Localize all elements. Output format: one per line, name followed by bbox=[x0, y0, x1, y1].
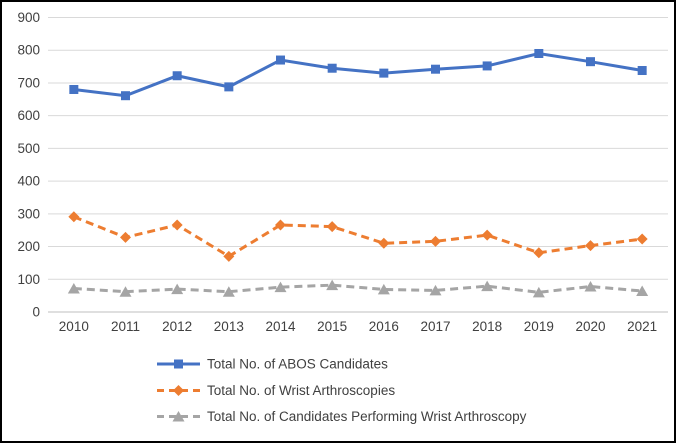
data-point-marker bbox=[67, 282, 80, 294]
data-point-marker bbox=[584, 280, 597, 292]
x-axis-tick-label: 2014 bbox=[265, 319, 296, 334]
data-point-marker bbox=[326, 221, 338, 233]
legend-marker-icon bbox=[172, 411, 185, 422]
series-line bbox=[73, 215, 643, 259]
x-axis-tick-label: 2019 bbox=[524, 319, 554, 334]
data-point-marker bbox=[377, 283, 390, 295]
data-point-marker bbox=[68, 211, 80, 223]
y-axis-tick-label: 500 bbox=[17, 141, 40, 156]
data-point-marker bbox=[586, 57, 595, 67]
data-point-marker bbox=[637, 66, 647, 76]
data-point-marker bbox=[223, 250, 235, 262]
data-point-marker bbox=[275, 219, 286, 231]
data-point-marker bbox=[326, 279, 339, 291]
x-axis-tick-label: 2017 bbox=[420, 319, 450, 334]
data-point-marker bbox=[534, 48, 544, 58]
x-axis-tick-label: 2021 bbox=[627, 319, 657, 334]
x-axis-tick-label: 2013 bbox=[214, 319, 244, 334]
legend-marker-icon bbox=[173, 385, 184, 396]
y-axis-tick-label: 900 bbox=[17, 10, 40, 25]
y-axis-tick-label: 400 bbox=[17, 174, 40, 189]
data-point-marker bbox=[429, 284, 442, 296]
legend-label: Total No. of ABOS Candidates bbox=[207, 357, 388, 372]
data-point-marker bbox=[121, 91, 130, 101]
data-point-marker bbox=[636, 285, 649, 297]
series-line bbox=[73, 283, 643, 294]
data-point-marker bbox=[119, 286, 132, 297]
y-axis-tick-label: 300 bbox=[17, 206, 40, 221]
x-axis-tick-label: 2016 bbox=[369, 319, 399, 334]
y-axis-tick-label: 800 bbox=[17, 43, 40, 58]
data-point-marker bbox=[327, 63, 337, 73]
data-point-marker bbox=[171, 283, 184, 295]
data-point-marker bbox=[533, 247, 545, 259]
series-line bbox=[73, 51, 643, 98]
y-axis-tick-label: 100 bbox=[17, 272, 40, 287]
data-point-marker bbox=[172, 71, 182, 81]
data-point-marker bbox=[276, 55, 285, 65]
data-point-marker bbox=[636, 233, 648, 245]
y-axis-tick-label: 700 bbox=[17, 75, 40, 90]
y-axis-tick-label: 0 bbox=[32, 305, 40, 320]
x-axis-tick-label: 2018 bbox=[472, 319, 502, 334]
data-point-marker bbox=[481, 280, 494, 292]
data-point-marker bbox=[532, 286, 545, 298]
legend-label: Total No. of Candidates Performing Wrist… bbox=[207, 409, 527, 424]
legend-label: Total No. of Wrist Arthroscopies bbox=[207, 383, 395, 398]
x-axis-tick-label: 2015 bbox=[317, 319, 347, 334]
y-axis-tick-label: 600 bbox=[17, 108, 40, 123]
x-axis-tick-label: 2020 bbox=[575, 319, 605, 334]
x-axis-tick-label: 2012 bbox=[162, 319, 192, 334]
data-point-marker bbox=[222, 286, 235, 297]
data-point-marker bbox=[481, 229, 493, 241]
data-point-marker bbox=[378, 237, 390, 249]
x-axis-tick-label: 2010 bbox=[59, 319, 89, 334]
data-point-marker bbox=[431, 64, 440, 74]
data-point-marker bbox=[482, 61, 492, 71]
data-point-marker bbox=[171, 219, 183, 231]
data-point-marker bbox=[379, 68, 389, 78]
data-point-marker bbox=[430, 235, 441, 247]
data-point-marker bbox=[120, 231, 131, 243]
legend-marker-icon bbox=[174, 359, 183, 369]
x-axis-tick-label: 2011 bbox=[111, 319, 140, 334]
data-point-marker bbox=[274, 281, 287, 293]
y-axis-tick-label: 200 bbox=[17, 239, 40, 254]
data-point-marker bbox=[69, 84, 79, 94]
data-point-marker bbox=[585, 240, 596, 252]
data-point-marker bbox=[224, 82, 234, 92]
